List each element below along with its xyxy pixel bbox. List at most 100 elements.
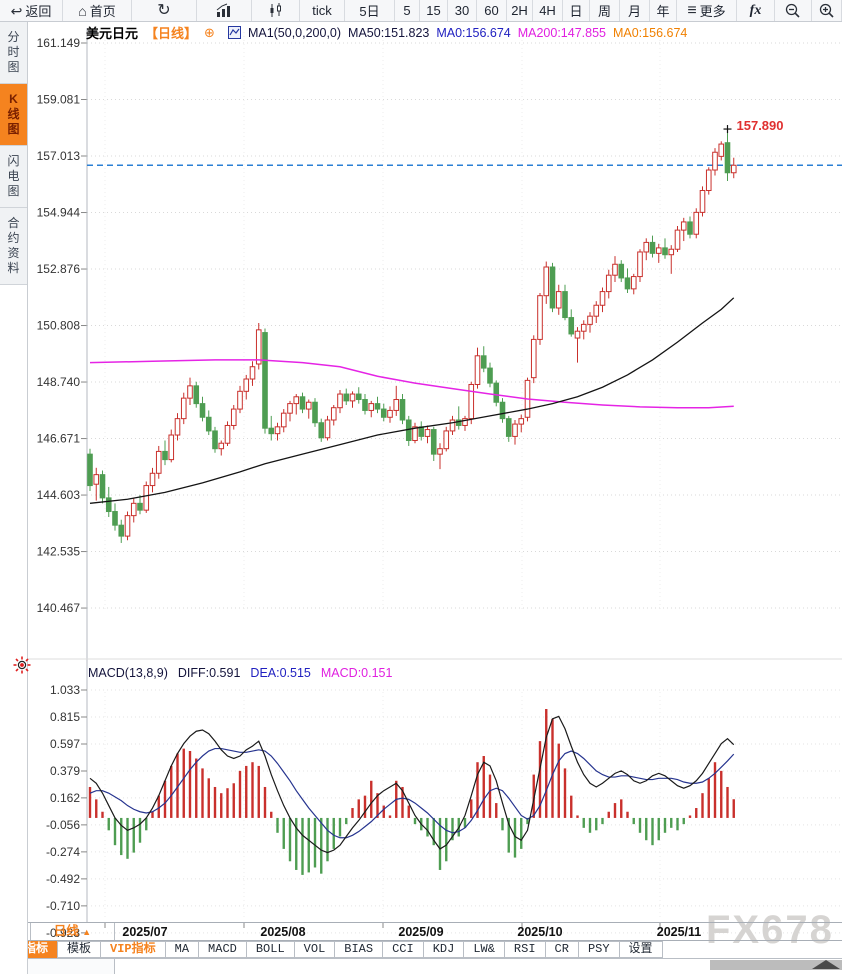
indicator-tab-kdj[interactable]: KDJ [422,941,465,958]
horizontal-scrollbar[interactable] [710,960,842,970]
footer-tab[interactable] [0,959,115,974]
indicator-tab-macd[interactable]: MACD [198,941,247,958]
indicator-toolbar: 指标 模板 VIP指标 MA MACD BOLL VOL BIAS CCI KDJ LW& RSI CR… [0,940,842,958]
period-selector[interactable]: 日线 ▲ [30,923,115,941]
toolbar-item-more[interactable]: ≡ 更多 [677,0,737,21]
toolbar-item-label: 月 [627,4,641,19]
indicator-tab-vol[interactable]: VOL [293,941,336,958]
sidebar-tab-char: 图 [7,122,20,136]
sidebar-tab-char: 合 [7,216,20,230]
add-compare-icon[interactable]: ⊕ [204,24,215,40]
svg-text:148.740: 148.740 [37,375,81,389]
macd-group: 1.033 0.815 0.597 0.379 0.162 -0.056 -0.274 -0.… [46,683,842,940]
svg-text:-0.710: -0.710 [46,899,80,913]
toolbar-item-period-2h[interactable]: 2H [507,0,533,21]
indicator-tab-boll[interactable]: BOLL [245,941,295,958]
toolbar-item-period-30[interactable]: 30 [448,0,477,21]
svg-text:157.013: 157.013 [37,149,81,163]
svg-text:0.379: 0.379 [50,764,80,778]
x-axis-label: 2025/07 [122,925,168,939]
svg-text:0.597: 0.597 [50,737,80,751]
toolbar-item-bar-chart[interactable] [197,0,252,21]
svg-text:-0.492: -0.492 [46,872,80,886]
indicator-tab-psy[interactable]: PSY [577,941,620,958]
zoomin-icon [819,3,835,18]
svg-text:142.535: 142.535 [37,545,81,559]
toolbar-item-period-day[interactable]: 日 [563,0,590,21]
x-axis-row: 日线 ▲ 2025/07 2025/08 2025/09 2025/10 2025/11 [0,922,842,941]
toolbar-item-period-month[interactable]: 月 [620,0,650,21]
indicator-tab-lw[interactable]: LW& [463,941,505,958]
barchart-icon [216,3,232,18]
toolbar-item-tick[interactable]: tick [300,0,345,21]
dea-line [89,747,735,839]
sidebar-tab-char: 图 [7,184,20,198]
toolbar-item-home[interactable]: ⌂ 首页 [63,0,132,21]
period-tag: 【日线】 [145,26,198,41]
toolbar-item-label: 年 [656,4,670,19]
macd-value: MACD:0.151 [320,666,393,680]
scroll-up-arrow-icon[interactable] [812,960,840,969]
indicator-settings-icon[interactable] [13,656,31,679]
svg-text:-0.274: -0.274 [46,845,80,859]
toolbar-item-candlestick[interactable] [252,0,300,21]
sidebar-tab-char: 图 [7,60,20,74]
toolbar-item-label: 首页 [89,4,116,19]
toolbar-item-zoom-in[interactable] [812,0,842,21]
toolbar-item-period-5d[interactable]: 5日 [345,0,395,21]
sidebar-tab-char: 时 [7,45,20,59]
toolbar-item-zoom-out[interactable] [775,0,812,21]
sidebar-tab-char: 线 [7,107,20,121]
sidebar-tab-char: K [9,92,18,106]
home-icon: ⌂ [78,2,87,19]
indicator-tab-settings[interactable]: 设置 [618,941,663,958]
ma200-value: MA200:147.855 [517,25,606,40]
svg-text:150.808: 150.808 [37,319,81,333]
svg-text:-0.056: -0.056 [46,818,80,832]
toolbar-item-period-15[interactable]: 15 [420,0,448,21]
toolbar-item-back[interactable]: ↩ 返回 [0,0,63,21]
indicator-tab-rsi[interactable]: RSI [503,941,546,958]
sidebar-tab-char: 料 [7,261,20,275]
toolbar-item-label: 5 [403,3,411,18]
toolbar-item-period-week[interactable]: 周 [590,0,620,21]
x-axis-label: 2025/09 [398,925,444,939]
svg-text:0.162: 0.162 [50,791,80,805]
toolbar-item-period-year[interactable]: 年 [650,0,677,21]
svg-text:154.944: 154.944 [37,206,81,220]
symbol-title: 美元日元 [86,26,139,41]
toolbar-item-label: 5日 [359,4,380,19]
toolbar-item-label: 日 [569,4,583,19]
macd-params-label[interactable]: MACD(13,8,9) [88,666,168,680]
indicator-tab-templates[interactable]: 模板 [57,941,102,958]
indicator-tab-ma[interactable]: MA [164,941,200,958]
menu-icon: ≡ [687,1,697,19]
ma-settings-label[interactable]: MA1(50,0,200,0) [247,25,342,40]
toolbar-item-period-4h[interactable]: 4H [533,0,563,21]
indicator-tab-bias[interactable]: BIAS [334,941,384,958]
indicator-tab-cci[interactable]: CCI [382,941,424,958]
toolbar-item-fx[interactable]: fx [737,0,775,21]
toolbar-item-period-5[interactable]: 5 [395,0,420,21]
toolbar-item-refresh[interactable]: ↻ [132,0,197,21]
main-chart-legend: 美元日元 【日线】 ⊕ MA1(50,0,200,0) MA50:151.823 M… [86,23,687,42]
svg-text:1.033: 1.033 [50,683,80,697]
indicator-tab-vip-indicators[interactable]: VIP指标 [100,941,166,958]
high-marker: 157.890 [723,118,784,134]
svg-text:161.149: 161.149 [37,36,81,50]
indicator-tab-cr[interactable]: CR [544,941,579,958]
toolbar-item-label: fx [749,2,762,18]
sidebar-tab-timeshare[interactable]: 分时图 [0,22,27,84]
period-selector-label: 日线 [53,924,79,938]
footer-strip [0,958,842,974]
sidebar-tab-lightning[interactable]: 闪电图 [0,146,27,208]
toolbar-item-label: 周 [597,4,611,19]
toolbar-item-period-60[interactable]: 60 [477,0,507,21]
candles-group [87,132,737,543]
sidebar-tab-contract-info[interactable]: 合约资料 [0,208,27,285]
ma-legend-icon [227,26,241,39]
candle-icon [268,3,284,18]
sidebar-tab-char: 闪 [7,154,20,168]
